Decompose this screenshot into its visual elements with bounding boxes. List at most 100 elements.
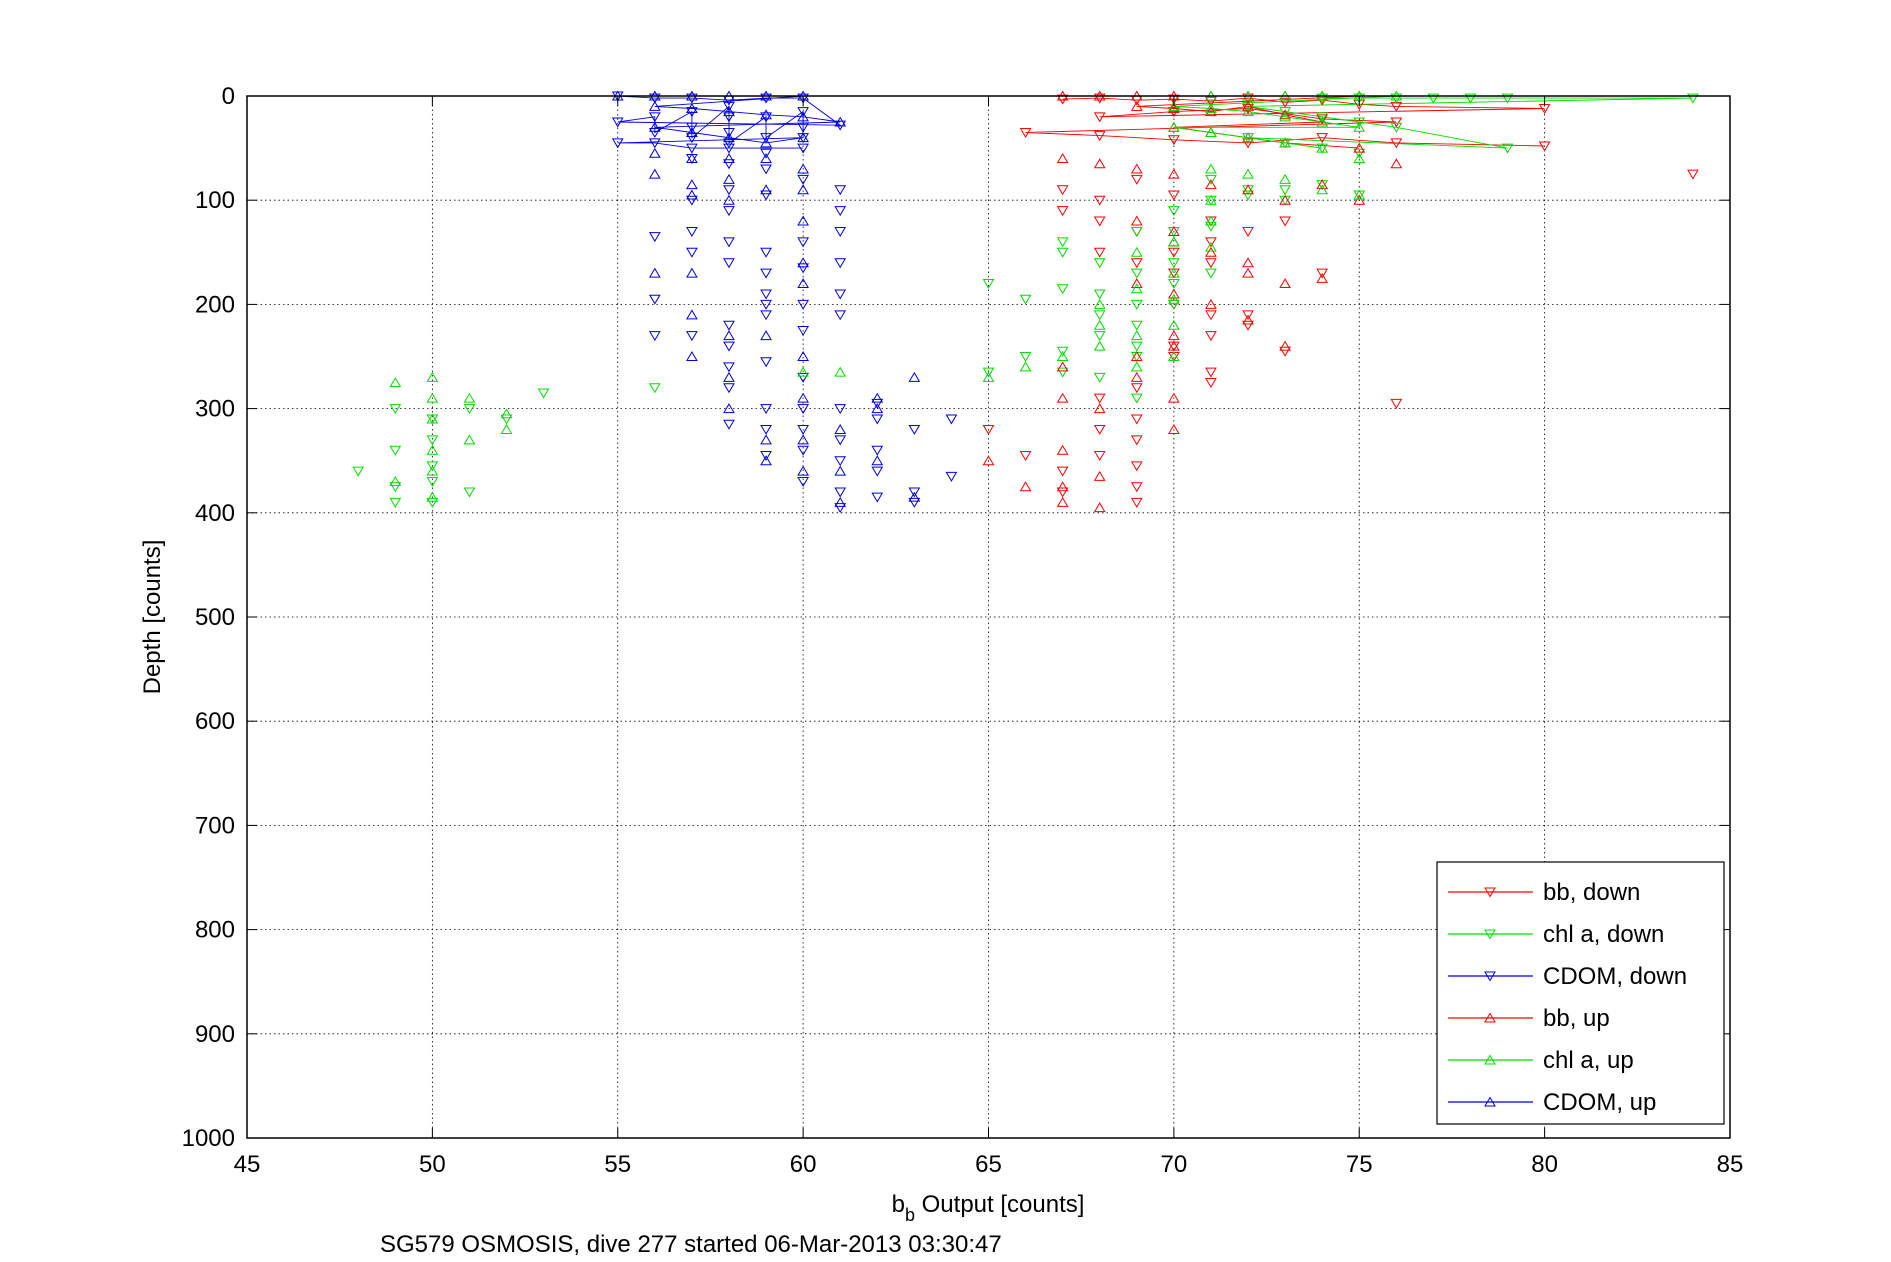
data-point xyxy=(648,127,661,138)
data-point xyxy=(426,491,439,502)
data-point xyxy=(1093,158,1106,169)
data-point xyxy=(1205,258,1217,269)
data-point xyxy=(500,414,513,425)
data-point xyxy=(1093,112,1106,123)
data-point xyxy=(760,247,772,258)
data-point xyxy=(1242,138,1254,149)
data-point xyxy=(871,445,884,456)
data-point xyxy=(1056,466,1069,477)
data-point xyxy=(1242,106,1254,117)
data-point xyxy=(834,503,847,514)
data-point xyxy=(389,377,402,388)
data-point xyxy=(760,133,772,144)
data-point xyxy=(1019,352,1032,362)
data-point xyxy=(686,309,698,320)
data-point xyxy=(648,121,661,132)
data-point xyxy=(1687,93,1699,104)
data-point xyxy=(686,226,698,237)
data-point xyxy=(1168,103,1180,114)
data-point xyxy=(1242,93,1254,104)
data-point xyxy=(982,279,995,290)
data-point xyxy=(389,476,402,487)
data-point xyxy=(1279,185,1291,196)
data-point xyxy=(686,93,698,104)
data-point xyxy=(1168,168,1180,179)
data-point xyxy=(834,258,847,269)
data-point xyxy=(1130,258,1143,269)
y-tick-label: 100 xyxy=(195,187,235,214)
data-point xyxy=(1242,226,1254,237)
data-point xyxy=(1093,372,1106,383)
data-point xyxy=(686,122,698,133)
data-point xyxy=(797,351,809,361)
data-point xyxy=(1130,361,1143,372)
data-point xyxy=(1205,246,1217,257)
data-point xyxy=(1130,215,1143,226)
data-point xyxy=(797,372,809,383)
data-point xyxy=(1205,96,1217,107)
data-point xyxy=(834,120,847,131)
data-point xyxy=(1316,112,1329,123)
data-point xyxy=(1279,111,1291,122)
data-point xyxy=(908,424,921,435)
data-point xyxy=(686,153,698,164)
data-point xyxy=(797,93,809,104)
data-point xyxy=(834,310,847,321)
data-point xyxy=(1353,194,1366,205)
data-point xyxy=(1168,392,1180,403)
data-point xyxy=(686,143,698,154)
data-point xyxy=(1056,487,1069,498)
data-point xyxy=(648,112,661,123)
data-point xyxy=(1316,179,1329,190)
data-point xyxy=(1279,173,1291,184)
data-point xyxy=(648,383,661,394)
data-point xyxy=(1056,237,1069,248)
data-point xyxy=(797,174,809,185)
data-point xyxy=(908,497,921,508)
data-point xyxy=(1093,93,1106,104)
data-point xyxy=(760,424,772,435)
legend: bb, down chl a, down CDOM, down bb, up chl a… xyxy=(1436,861,1725,1125)
data-point xyxy=(1130,278,1143,289)
y-tick-label: 1000 xyxy=(182,1125,235,1152)
y-tick-label: 0 xyxy=(222,83,235,110)
data-point xyxy=(1353,153,1366,164)
data-point xyxy=(686,133,698,144)
data-point xyxy=(723,173,735,184)
data-point xyxy=(723,330,735,341)
data-point xyxy=(723,419,735,430)
data-point xyxy=(1279,137,1291,148)
data-point xyxy=(760,190,772,201)
data-point xyxy=(723,185,735,196)
data-point xyxy=(723,362,735,373)
data-point xyxy=(1242,320,1254,331)
data-point xyxy=(537,388,550,399)
data-point xyxy=(797,263,809,274)
data-point xyxy=(797,477,809,488)
data-point xyxy=(1242,132,1254,143)
data-point xyxy=(1279,109,1291,120)
data-point xyxy=(686,107,698,118)
data-point xyxy=(463,392,476,403)
data-point xyxy=(1538,141,1551,152)
data-point xyxy=(1093,298,1106,309)
data-point xyxy=(1390,122,1403,133)
data-point xyxy=(723,106,735,117)
data-point xyxy=(426,497,439,508)
data-point xyxy=(797,445,809,456)
axis-ticks-layer: 45 50 55 60 65 70 75 80 85 0 100 200 300 400 500 600 700… xyxy=(182,83,1744,1178)
data-point xyxy=(389,404,402,415)
y-tick-label: 900 xyxy=(195,1021,235,1048)
data-point xyxy=(1056,392,1069,403)
data-point xyxy=(723,101,735,112)
data-point xyxy=(1168,279,1180,290)
data-point xyxy=(1093,502,1106,513)
data-point xyxy=(797,215,809,226)
data-point xyxy=(760,109,772,120)
data-point xyxy=(723,159,735,170)
data-point xyxy=(1168,135,1180,146)
y-axis-label: Depth [counts] xyxy=(139,540,166,695)
data-point xyxy=(1353,148,1366,159)
data-point xyxy=(723,258,735,269)
data-point xyxy=(1168,293,1180,304)
